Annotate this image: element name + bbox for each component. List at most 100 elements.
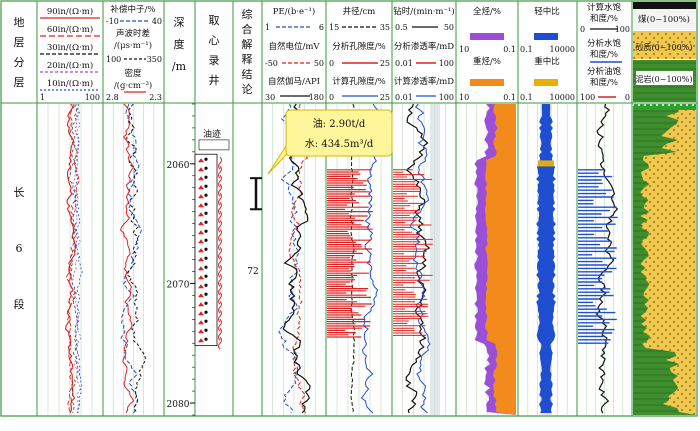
ak-min: 0.01 [395, 59, 413, 68]
core-dot [204, 157, 208, 161]
ck-max: 100 [439, 93, 454, 102]
rop-min: 0.5 [395, 23, 408, 32]
tg-legend [470, 33, 504, 40]
core-dot [204, 328, 208, 332]
core-wave [218, 156, 222, 170]
sw-max: 100 [615, 25, 630, 34]
mud-label-bg [636, 71, 693, 85]
sw-label-1: 计算水饱 [587, 2, 622, 13]
core-dot [204, 292, 208, 296]
callout-water: 水: 434.5m³/d [305, 138, 374, 150]
hc-min: 10 [459, 93, 469, 102]
heavy-legend [534, 79, 558, 86]
res-20in-curve [70, 103, 82, 414]
core-oil-mark [198, 275, 204, 280]
col4-header-char: 录 [209, 54, 220, 67]
col5-header-char: 综 [242, 7, 253, 21]
col3-header-char: /m [172, 60, 187, 73]
core-oil-mark [198, 338, 204, 343]
gr-label: 自然伽马/API [268, 76, 320, 87]
core-oil-mark [198, 230, 204, 235]
cp-label: 计算孔隙度/% [332, 76, 385, 87]
light-min: 0.1 [520, 45, 533, 54]
cp-min: 0 [329, 93, 334, 102]
acoustic-curve [126, 103, 146, 414]
depth-tick-label: 2080 [167, 400, 190, 410]
sp-min: -50 [265, 59, 278, 68]
density-min: 2.8 [106, 93, 119, 102]
core-dot [204, 193, 208, 197]
neutron-curve [120, 103, 142, 414]
core-dot [204, 301, 208, 305]
litho-top-band [633, 104, 696, 110]
col1-scale-min: 1 [40, 93, 45, 102]
col5-header-char: 解 [242, 37, 253, 51]
col5-header-char: 合 [242, 22, 253, 36]
core-oil-mark [198, 320, 204, 325]
core-oil-mark [198, 185, 204, 190]
core-wave [218, 165, 222, 179]
coal-label: 煤(0~100%) [638, 14, 690, 25]
test-callout: 油: 2.90t/d 水: 434.5m³/d [267, 109, 393, 175]
core-dot [204, 211, 208, 215]
neutron-max: 40 [152, 17, 162, 26]
core-wave [218, 174, 222, 188]
rop-shade [430, 104, 440, 415]
density-curve [119, 103, 135, 414]
col0-header-char: 地 [14, 16, 25, 29]
res-10in-curve [72, 103, 83, 414]
core-wave [218, 336, 222, 350]
core-oil-mark [198, 248, 204, 253]
core-dot [204, 265, 208, 269]
sw-min: 0 [580, 25, 585, 34]
core-label-box [198, 139, 230, 151]
pe-curve [278, 103, 300, 414]
strat-label: 长 [14, 186, 25, 199]
cal-max: 35 [380, 23, 390, 32]
ak-label: 分析渗透率/mD [394, 41, 454, 52]
sand-label: 砂质(0~100%) [636, 42, 693, 52]
sp-label: 自然电位/mV [268, 41, 320, 52]
core-oil-mark [198, 158, 204, 163]
mud-label: 泥岩(0~100%) [636, 74, 693, 84]
coal-legend-bar [633, 2, 696, 9]
depth-tick-label: 2060 [167, 161, 190, 171]
heavy-max: 10000 [550, 93, 575, 102]
core-wave [218, 183, 222, 197]
core-wave [218, 219, 222, 233]
ap-label: 分析孔隙度/% [332, 41, 385, 52]
gr-min: 30 [265, 93, 275, 102]
core-dot [204, 247, 208, 251]
ck-curve [410, 103, 431, 414]
sandstone-fill [640, 104, 696, 415]
core-oil-mark [198, 221, 204, 226]
tg-max: 0.1 [503, 45, 516, 54]
heavy-gas-area [485, 104, 516, 415]
core-wave [218, 327, 222, 341]
sand-legend-box [633, 31, 696, 59]
core-wave [218, 228, 222, 242]
rop-label: 钻时/(min·m⁻¹) [393, 6, 454, 17]
rop-curve [405, 103, 431, 414]
col4-header-char: 取 [209, 14, 220, 27]
hc-legend [470, 79, 504, 86]
cal-min: 15 [329, 23, 339, 32]
pe-label: PE/(b·e⁻¹) [273, 6, 316, 17]
heavy-min: 0.1 [520, 93, 533, 102]
depth-tick-label: 2070 [167, 280, 190, 290]
col5-header-char: 释 [242, 53, 253, 66]
core-wave [218, 309, 222, 323]
strat-label: 段 [14, 297, 25, 311]
col1-curve-label: 20in/(Ω·m) [47, 60, 93, 71]
heavy-label: 重中比 [534, 56, 560, 67]
acoustic-label: 声波时差 [116, 28, 150, 39]
col1-scale-max: 100 [85, 93, 100, 102]
col4-header-char: 井 [209, 73, 220, 87]
core-wave [218, 192, 222, 206]
core-oil-mark [198, 212, 204, 217]
core-dot [204, 220, 208, 224]
col0-header-char: 层 [14, 76, 25, 89]
